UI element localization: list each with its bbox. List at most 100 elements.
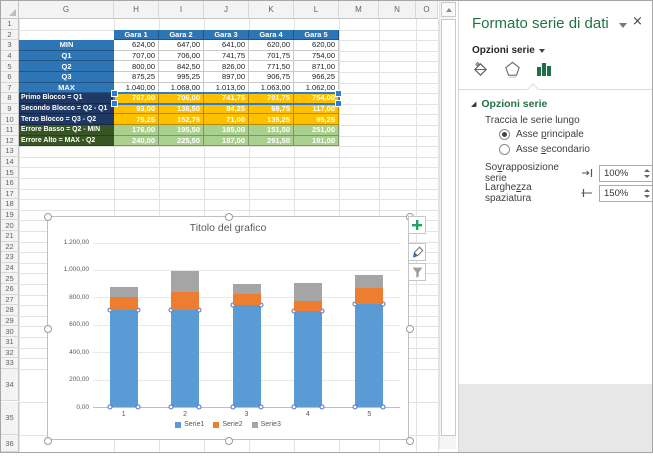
cell-H10[interactable]: 75,25 [114,114,159,125]
cell-K5[interactable]: 771,50 [249,61,294,72]
row-header-4[interactable]: 4 [1,50,19,62]
row-label-5[interactable]: Q2 [19,61,114,72]
row-header-24[interactable]: 24 [1,262,19,274]
bar-serie3-cat5[interactable] [355,274,384,288]
series-overlap-input[interactable]: 100% [599,164,652,182]
col-header-cell-Gara-2[interactable]: Gara 2 [159,29,204,41]
cell-I4[interactable]: 706,00 [159,50,204,62]
row-header-3[interactable]: 3 [1,40,19,51]
cell-K12[interactable]: 291,50 [249,135,294,147]
row-label-11[interactable]: Errore Basso = Q2 - MIN [19,125,114,136]
bar-serie3-cat3[interactable] [232,284,261,294]
col-header-L[interactable]: L [294,1,339,19]
row-header-31[interactable]: 31 [1,337,19,348]
pane-title-dropdown-icon[interactable] [619,23,627,28]
gap-width-value[interactable]: 150% [604,187,629,199]
bar-serie2-cat5[interactable] [355,287,384,304]
col-header-H[interactable]: H [114,1,159,19]
row-header-9[interactable]: 9 [1,103,19,115]
cell-L11[interactable]: 251,00 [294,125,339,136]
cell-J11[interactable]: 185,00 [204,125,249,136]
spinner-up-icon[interactable] [643,168,650,172]
legend-item-serie3[interactable]: Serie3 [251,421,281,428]
cell-I5[interactable]: 842,50 [159,61,204,72]
bar-serie3-cat1[interactable] [109,287,138,298]
row-header-10[interactable]: 10 [1,114,19,125]
chart-selection-handle[interactable] [406,325,414,333]
cell-H3[interactable]: 624,00 [114,40,159,51]
chart-legend[interactable]: Serie1 Serie2 Serie3 [48,421,408,428]
row-header-1[interactable]: 1 [1,19,19,30]
series-options-section-header[interactable]: ◢ Opzioni serie [471,98,547,110]
row-header-18[interactable]: 18 [1,199,19,210]
row-label-8[interactable]: Primo Blocco = Q1 [19,93,114,104]
bar-serie1-cat4[interactable] [293,310,322,407]
cell-L5[interactable]: 871,00 [294,61,339,72]
chart-styles-button[interactable] [408,243,426,261]
cell-L4[interactable]: 754,00 [294,50,339,62]
bar-serie1-cat5[interactable] [355,303,384,407]
chart-selection-handle[interactable] [225,213,233,221]
bar-serie1-cat2[interactable] [171,310,200,407]
radio-button-selected[interactable] [499,129,510,140]
row-header-34[interactable]: 34 [1,368,19,402]
col-header-K[interactable]: K [249,1,294,19]
row-header-7[interactable]: 7 [1,82,19,94]
cell-J10[interactable]: 71,00 [204,114,249,125]
row-header-32[interactable]: 32 [1,347,19,359]
cell-H9[interactable]: 93,00 [114,103,159,115]
range-drag-handle[interactable] [111,99,118,107]
row-header-22[interactable]: 22 [1,241,19,253]
row-header-12[interactable]: 12 [1,135,19,147]
cell-H5[interactable]: 800,00 [114,61,159,72]
cell-K6[interactable]: 906,75 [249,72,294,83]
cell-L3[interactable]: 620,00 [294,40,339,51]
row-header-23[interactable]: 23 [1,252,19,263]
row-header-5[interactable]: 5 [1,61,19,72]
row-header-21[interactable]: 21 [1,231,19,242]
row-header-29[interactable]: 29 [1,315,19,327]
bar-serie2-cat3[interactable] [232,293,261,306]
row-header-20[interactable]: 20 [1,220,19,231]
cell-I6[interactable]: 995,25 [159,72,204,83]
chart-filters-button[interactable] [408,263,426,281]
close-button[interactable]: × [632,14,643,29]
row-header-2[interactable]: 2 [1,29,19,41]
select-all-button[interactable] [1,1,19,19]
gap-width-input[interactable]: 150% [599,184,652,202]
cell-J5[interactable]: 826,00 [204,61,249,72]
col-header-cell-Gara-1[interactable]: Gara 1 [114,29,159,41]
col-header-cell-Gara-4[interactable]: Gara 4 [249,29,294,41]
col-header-cell-Gara-3[interactable]: Gara 3 [204,29,249,41]
range-drag-handle[interactable] [335,99,342,107]
chart-selection-handle[interactable] [44,325,52,333]
row-header-25[interactable]: 25 [1,273,19,284]
radio-secondary-axis[interactable]: Asse secondario [499,144,590,155]
row-header-27[interactable]: 27 [1,294,19,306]
legend-item-serie2[interactable]: Serie2 [213,421,243,428]
row-label-7[interactable]: MAX [19,82,114,94]
row-header-6[interactable]: 6 [1,72,19,83]
col-header-cell-Gara-5[interactable]: Gara 5 [294,29,339,41]
row-label-9[interactable]: Secondo Blocco = Q2 - Q1 [19,103,114,115]
selected-range-border[interactable] [111,90,342,107]
row-label-10[interactable]: Terzo Blocco = Q3 - Q2 [19,114,114,125]
col-header-M[interactable]: M [339,1,379,19]
row-label-6[interactable]: Q3 [19,72,114,83]
cell-K10[interactable]: 135,25 [249,114,294,125]
cell-H11[interactable]: 176,00 [114,125,159,136]
tab-series-options[interactable] [533,58,555,80]
cell-J12[interactable]: 187,00 [204,135,249,147]
cell-I10[interactable]: 152,75 [159,114,204,125]
cell-J6[interactable]: 897,00 [204,72,249,83]
cell-L9[interactable]: 117,00 [294,103,339,115]
row-header-26[interactable]: 26 [1,284,19,295]
row-header-15[interactable]: 15 [1,167,19,178]
row-header-19[interactable]: 19 [1,209,19,221]
bar-serie2-cat4[interactable] [293,301,322,311]
cell-I11[interactable]: 195,50 [159,125,204,136]
cell-K3[interactable]: 620,00 [249,40,294,51]
series-options-selector[interactable]: Opzioni serie [472,45,545,56]
gap-width-spinner[interactable] [640,186,652,201]
